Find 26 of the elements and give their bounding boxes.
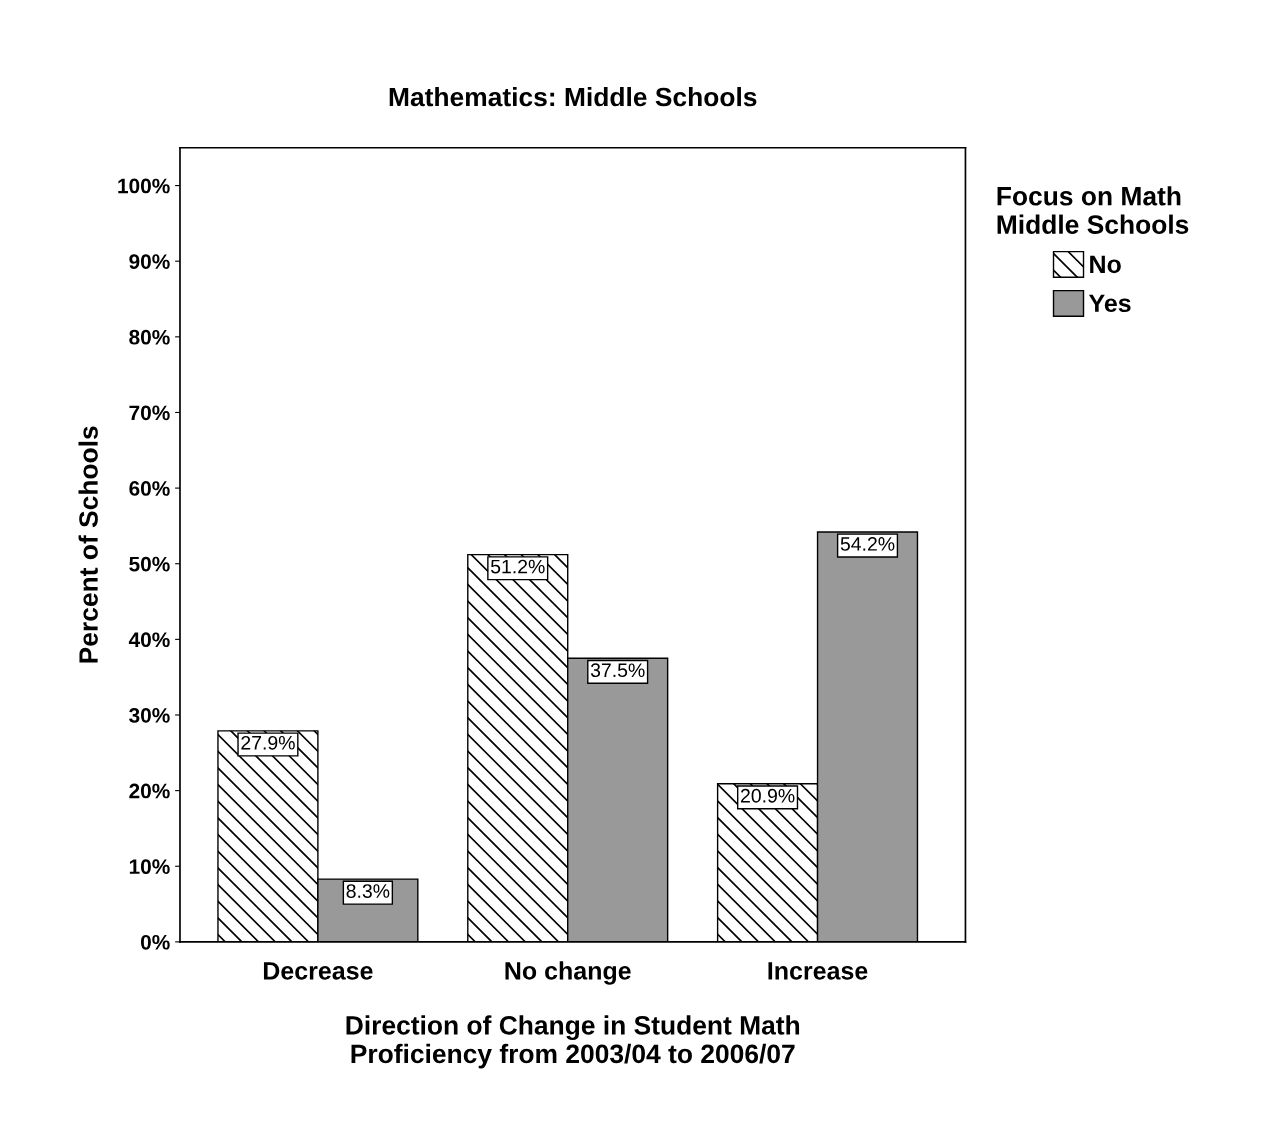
data-label: 51.2% [490,559,545,574]
y-tick-label: 70% [129,405,170,421]
data-label: 37.5% [590,663,645,678]
data-label: 20.9% [741,788,795,803]
legend-label: Yes [1088,294,1131,313]
y-tick-label: 90% [129,254,170,269]
legend-label: No [1090,255,1121,274]
y-axis-title: Percent of Schools [78,426,98,663]
y-tick-label: 100% [118,178,170,194]
legend-title: Focus on Math Middle Schools [997,186,1189,234]
y-tick-label: 30% [129,707,170,723]
y-tick-label: 40% [128,632,170,648]
y-tick-label: 60% [129,481,170,496]
x-tick-label: Increase [768,962,868,980]
x-tick-label: No change [505,961,631,985]
data-label: 27.9% [241,735,295,750]
x-tick-label: Decrease [263,962,373,980]
y-tick-label: 80% [129,329,170,345]
y-tick-label: 10% [129,859,170,874]
y-tick-label: 50% [129,556,170,572]
y-tick-label: 20% [129,783,170,799]
chart-title: Mathematics: Middle Schools [389,86,757,107]
data-label: 8.3% [346,884,390,898]
x-axis-title: Direction of Change in Student Math Proficiency from 2003/04 to 2006/07 [346,1015,800,1069]
data-label: 54.2% [840,537,895,551]
y-tick-label: 0% [140,934,170,950]
